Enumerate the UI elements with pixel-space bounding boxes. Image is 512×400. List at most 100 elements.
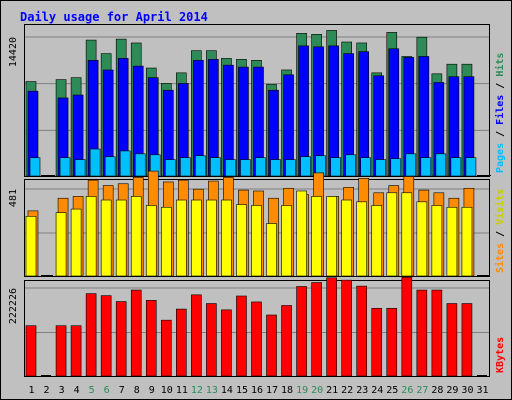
day-label-16: 16 bbox=[251, 385, 263, 396]
bar-pages-day-6 bbox=[104, 156, 116, 177]
day-label-21: 21 bbox=[326, 385, 338, 396]
day-label-3: 3 bbox=[59, 385, 65, 396]
panel-frame bbox=[24, 179, 490, 277]
bar-kbytes-day-11 bbox=[176, 308, 187, 377]
bar-pages-day-21 bbox=[330, 157, 341, 177]
bar-sites-day-15 bbox=[236, 204, 247, 277]
bar-sites-day-2 bbox=[41, 275, 52, 276]
bar-pages-day-19 bbox=[300, 156, 311, 177]
bar-sites-day-3 bbox=[55, 212, 67, 277]
bar-kbytes-day-25 bbox=[386, 307, 398, 377]
bar-sites-day-21 bbox=[326, 196, 337, 277]
bar-pages-day-5 bbox=[89, 148, 101, 177]
legend-part: Sites bbox=[494, 243, 506, 273]
bar-files-day-23 bbox=[358, 51, 370, 177]
day-label-26: 26 bbox=[401, 385, 413, 396]
panel-frame bbox=[24, 24, 490, 177]
y-max-label: 222226 bbox=[8, 288, 19, 324]
bar-sites-day-16 bbox=[251, 205, 262, 277]
bar-pages-day-3 bbox=[59, 157, 71, 177]
chart-panels: 14420 481 222226 Pages / Files / Hits Sites … bbox=[8, 24, 506, 377]
bar-kbytes-day-22 bbox=[341, 279, 352, 377]
bar-pages-day-27 bbox=[420, 157, 432, 177]
bar-files-day-21 bbox=[328, 45, 339, 177]
day-label-23: 23 bbox=[356, 385, 368, 396]
bar-pages-day-15 bbox=[240, 159, 251, 177]
day-label-30: 30 bbox=[461, 385, 473, 396]
bar-pages-day-18 bbox=[285, 159, 296, 177]
chart-title: Daily usage for April 2014 bbox=[20, 10, 208, 24]
bar-kbytes-day-23 bbox=[356, 285, 368, 377]
day-label-9: 9 bbox=[149, 385, 155, 396]
bar-sites-day-7 bbox=[115, 199, 127, 277]
series-pages bbox=[29, 148, 491, 177]
bar-pages-day-31 bbox=[480, 175, 491, 176]
bar-sites-day-10 bbox=[160, 206, 172, 277]
bar-kbytes-day-30 bbox=[461, 303, 473, 377]
bar-kbytes-day-10 bbox=[160, 319, 172, 377]
bar-sites-day-31 bbox=[476, 275, 487, 276]
day-label-4: 4 bbox=[74, 385, 80, 396]
legend-visits: Sites / Visits bbox=[494, 189, 506, 273]
bar-kbytes-day-17 bbox=[266, 314, 277, 377]
legend-part: Visits bbox=[494, 189, 506, 225]
y-max-label: 481 bbox=[8, 189, 19, 207]
bar-pages-day-17 bbox=[270, 159, 281, 177]
bar-sites-day-13 bbox=[206, 199, 217, 277]
bar-kbytes-day-20 bbox=[311, 282, 322, 377]
bar-kbytes-day-24 bbox=[371, 307, 383, 377]
bar-sites-day-30 bbox=[461, 206, 473, 277]
bar-pages-day-16 bbox=[255, 157, 266, 177]
bar-sites-day-28 bbox=[431, 205, 443, 277]
bar-sites-day-27 bbox=[416, 201, 428, 277]
legend-part: KBytes bbox=[495, 337, 506, 373]
day-label-24: 24 bbox=[371, 385, 383, 396]
bar-sites-day-8 bbox=[130, 196, 142, 277]
bar-kbytes-day-5 bbox=[85, 293, 97, 377]
bar-kbytes-day-31 bbox=[476, 375, 487, 376]
bar-sites-day-23 bbox=[356, 201, 368, 277]
bar-pages-day-22 bbox=[345, 154, 356, 177]
bar-kbytes-day-7 bbox=[115, 301, 127, 377]
bar-sites-day-26 bbox=[401, 192, 413, 277]
bar-sites-day-5 bbox=[85, 196, 97, 277]
bar-kbytes-day-13 bbox=[206, 303, 217, 377]
bar-pages-day-2 bbox=[45, 175, 56, 176]
day-label-1: 1 bbox=[29, 385, 35, 396]
bar-pages-day-1 bbox=[29, 157, 41, 177]
bar-pages-day-23 bbox=[360, 157, 372, 177]
bar-pages-day-29 bbox=[450, 157, 462, 177]
bar-kbytes-day-8 bbox=[130, 289, 142, 377]
bar-sites-day-22 bbox=[341, 199, 352, 277]
legend-part: Hits bbox=[494, 53, 506, 77]
day-label-12: 12 bbox=[191, 385, 203, 396]
bar-sites-day-18 bbox=[281, 205, 292, 277]
legend-part: Files bbox=[494, 95, 506, 125]
panel-visits: 481 bbox=[8, 170, 490, 277]
bar-sites-day-6 bbox=[100, 199, 112, 277]
bar-sites-day-14 bbox=[221, 199, 232, 277]
bar-kbytes-day-29 bbox=[446, 303, 458, 377]
bar-kbytes-day-16 bbox=[251, 301, 262, 377]
bar-pages-day-30 bbox=[465, 157, 477, 177]
bar-pages-day-13 bbox=[210, 157, 221, 177]
day-label-15: 15 bbox=[236, 385, 248, 396]
bar-sites-day-1 bbox=[25, 216, 37, 277]
legend-part: / bbox=[495, 77, 506, 95]
bar-pages-day-14 bbox=[225, 159, 236, 177]
bar-sites-day-20 bbox=[311, 196, 322, 277]
bar-sites-day-11 bbox=[176, 199, 187, 277]
bar-pages-day-24 bbox=[375, 159, 387, 177]
bar-pages-day-8 bbox=[134, 153, 146, 177]
bar-sites-day-19 bbox=[296, 190, 307, 277]
bar-kbytes-day-27 bbox=[416, 289, 428, 377]
legend-kbytes: KBytes bbox=[495, 337, 506, 373]
day-label-17: 17 bbox=[266, 385, 278, 396]
bar-sites-day-9 bbox=[145, 205, 157, 277]
day-label-29: 29 bbox=[446, 385, 458, 396]
bar-sites-day-17 bbox=[266, 223, 277, 277]
bar-kbytes-day-3 bbox=[55, 325, 67, 377]
bar-kbytes-day-26 bbox=[401, 277, 413, 377]
bar-files-day-25 bbox=[388, 48, 400, 177]
